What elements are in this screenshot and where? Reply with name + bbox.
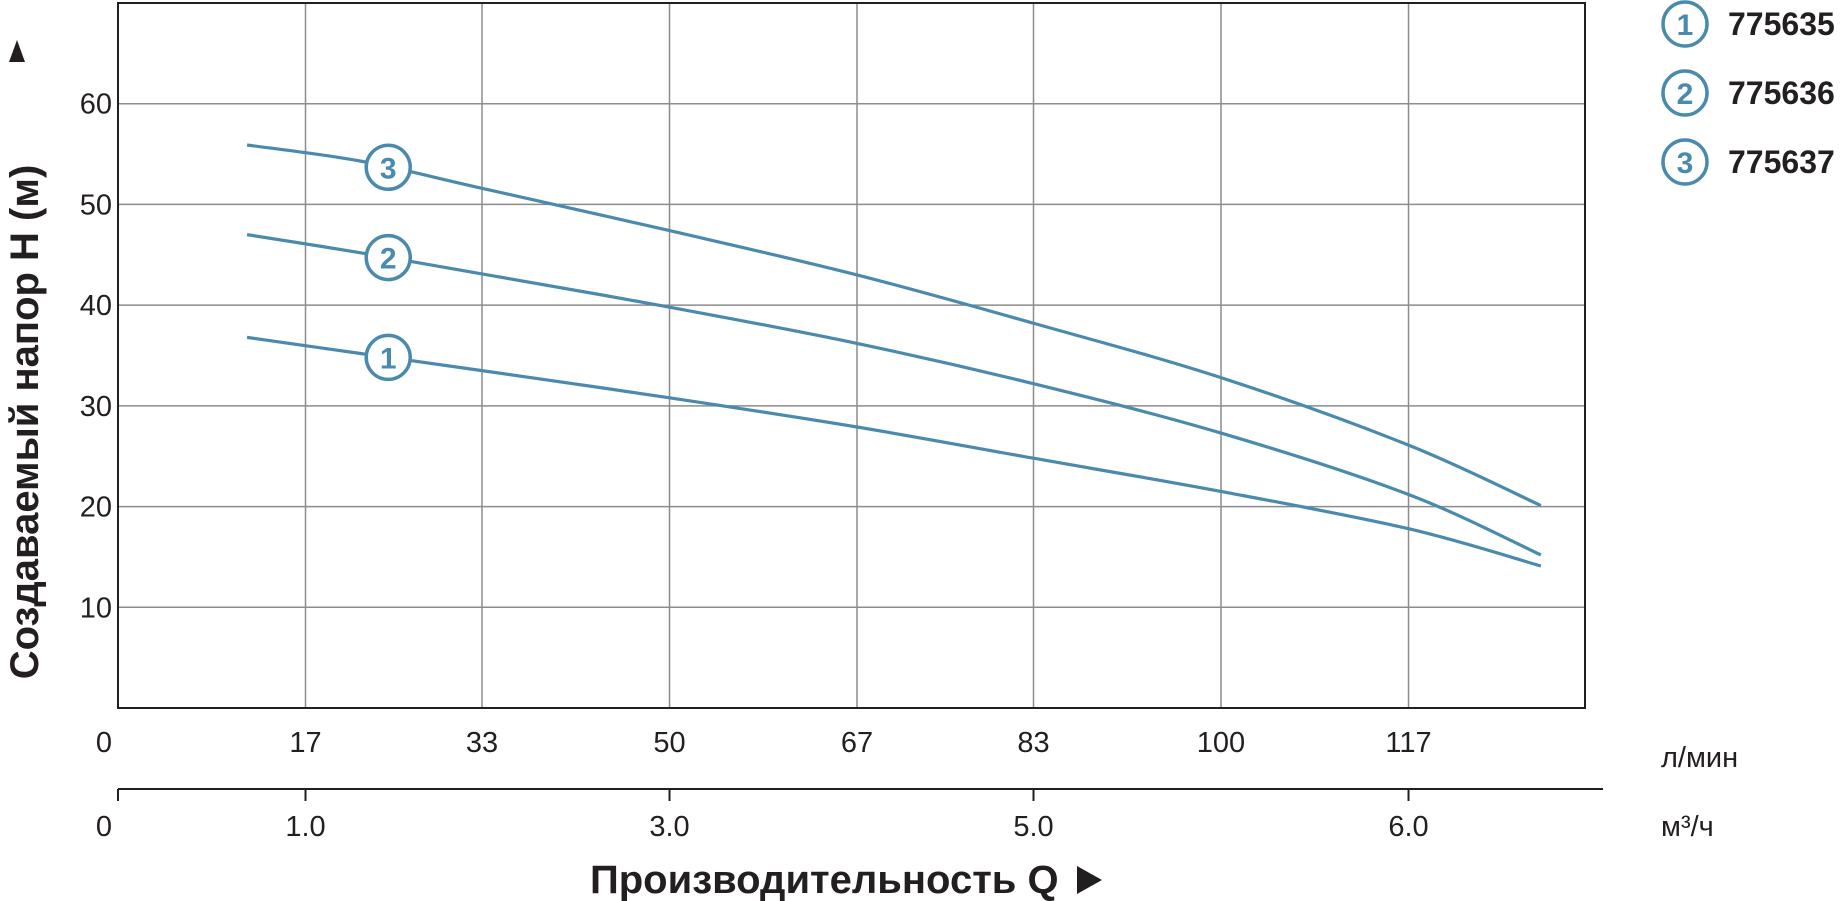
series-marker-badge-1: 1 <box>364 333 412 382</box>
badge-circle <box>364 233 412 282</box>
series-curves: 1 2 3 <box>246 143 1542 568</box>
x-primary-tick-label: 17 <box>289 727 321 759</box>
x-secondary-tick-label: 5.0 <box>1013 811 1053 843</box>
y-tick-label: 50 <box>80 189 112 221</box>
badge-number: 2 <box>380 243 397 276</box>
badge-number: 3 <box>380 152 397 185</box>
x-primary-unit-label: л/мин <box>1661 742 1738 774</box>
y-tick-label: 40 <box>80 290 112 322</box>
series-line-2 <box>246 233 1542 557</box>
legend-item: 3 775637 <box>1661 138 1835 186</box>
plot-area-frame <box>117 2 1586 709</box>
legend-badge-number: 2 <box>1677 78 1694 111</box>
legend-badge-number: 3 <box>1677 147 1694 180</box>
x-axis-ticks: 0 17 33 50 67 83 100 117 0 1.0 3.0 5.0 6.0 <box>96 727 1432 843</box>
x-axis-arrow <box>1077 866 1102 894</box>
y-tick-label: 20 <box>80 492 112 524</box>
x-primary-tick-label: 100 <box>1197 727 1245 759</box>
x-axis-arrow-icon <box>1077 866 1102 894</box>
legend-label: 775636 <box>1728 75 1835 111</box>
legend-badge-number: 1 <box>1677 9 1694 42</box>
y-tick-label: 10 <box>80 592 112 624</box>
x-primary-tick-label: 33 <box>466 727 498 759</box>
series-line-1 <box>246 335 1542 568</box>
legend-item: 1 775635 <box>1661 0 1835 48</box>
y-tick-label: 30 <box>80 391 112 423</box>
y-tick-label: 60 <box>80 89 112 121</box>
y-axis-ticks: 10 20 30 40 50 60 <box>80 89 112 625</box>
x-primary-tick-label: 83 <box>1017 727 1049 759</box>
x-primary-tick-label: 50 <box>653 727 685 759</box>
x-secondary-unit-label: м³/ч <box>1661 811 1714 843</box>
legend: 1 775635 2 775636 3 775637 <box>1661 0 1835 186</box>
x-primary-tick-label: 117 <box>1385 727 1431 759</box>
legend-label: 775637 <box>1728 144 1835 180</box>
x-axis-title: Производительность Q <box>590 858 1059 901</box>
legend-badge-circle <box>1661 0 1709 48</box>
y-axis-title: Создаваемый напор H (м) <box>3 165 47 680</box>
x-primary-tick-label: 67 <box>841 727 873 759</box>
series-line-3 <box>246 143 1542 508</box>
badge-circle <box>364 143 412 192</box>
x-secondary-tick-label: 3.0 <box>649 811 689 843</box>
legend-badge-circle <box>1661 69 1709 117</box>
grid <box>117 2 1586 709</box>
badge-number: 1 <box>380 342 397 375</box>
x-secondary-tick-label: 1.0 <box>285 811 325 843</box>
legend-badge-circle <box>1661 138 1709 186</box>
legend-item: 2 775636 <box>1661 69 1835 117</box>
badge-circle <box>364 333 412 382</box>
x-secondary-tick-label: 0 <box>96 811 112 843</box>
legend-label: 775635 <box>1728 6 1835 42</box>
series-marker-badge-2: 2 <box>364 233 412 282</box>
x-primary-tick-label: 0 <box>96 727 112 759</box>
series-marker-badge-3: 3 <box>364 143 412 192</box>
x-secondary-tick-label: 6.0 <box>1388 811 1428 843</box>
y-axis-arrow-icon <box>9 40 25 62</box>
